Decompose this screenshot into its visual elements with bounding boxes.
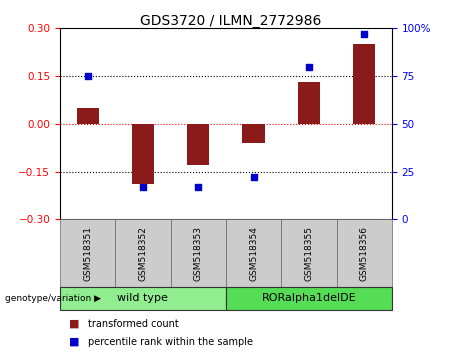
- Text: GSM518355: GSM518355: [304, 225, 313, 281]
- Bar: [353, 44, 375, 124]
- Text: genotype/variation ▶: genotype/variation ▶: [5, 294, 100, 303]
- Text: GSM518356: GSM518356: [360, 225, 369, 281]
- Text: ■: ■: [69, 319, 80, 329]
- Bar: [187, 124, 209, 165]
- Bar: [132, 124, 154, 184]
- Point: [250, 175, 257, 180]
- Bar: [298, 82, 320, 124]
- Text: wild type: wild type: [118, 293, 168, 303]
- Point: [305, 64, 313, 69]
- Text: GDS3720 / ILMN_2772986: GDS3720 / ILMN_2772986: [140, 14, 321, 28]
- Point: [139, 184, 147, 190]
- Bar: [77, 108, 99, 124]
- Text: GSM518351: GSM518351: [83, 225, 92, 281]
- Text: GSM518354: GSM518354: [249, 225, 258, 281]
- Text: ■: ■: [69, 337, 80, 347]
- Text: percentile rank within the sample: percentile rank within the sample: [88, 337, 253, 347]
- Point: [195, 184, 202, 190]
- Text: RORalpha1delDE: RORalpha1delDE: [261, 293, 356, 303]
- Text: transformed count: transformed count: [88, 319, 178, 329]
- Bar: [242, 124, 265, 143]
- Text: GSM518353: GSM518353: [194, 225, 203, 281]
- Point: [84, 73, 91, 79]
- Point: [361, 31, 368, 37]
- Text: GSM518352: GSM518352: [138, 225, 148, 281]
